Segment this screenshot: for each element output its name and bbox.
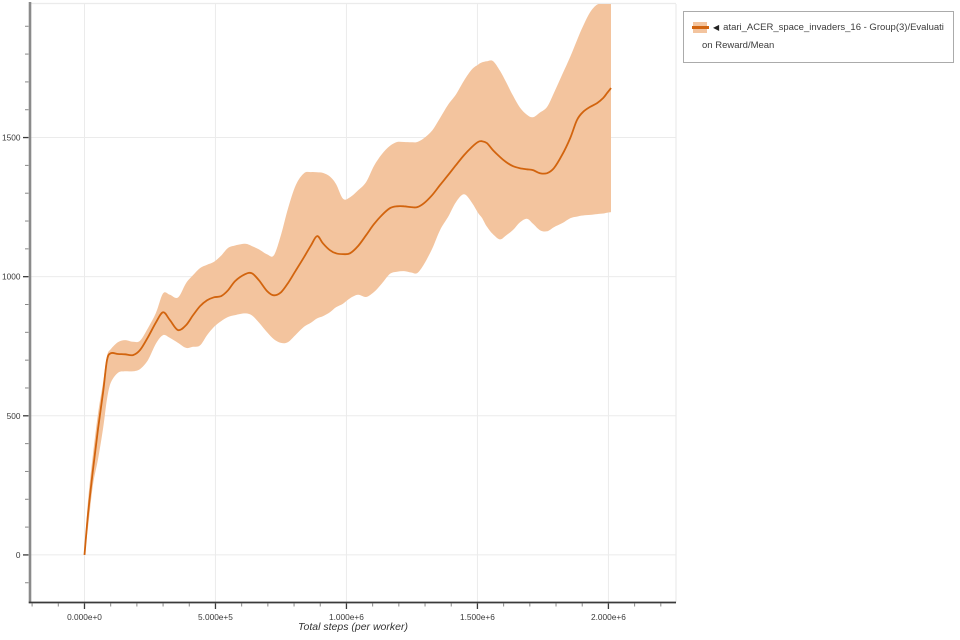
y-tick-label: 0 <box>16 550 21 560</box>
y-tick-labels: 0 500 1000 1500 <box>2 133 21 560</box>
legend-swatch-icon <box>692 22 709 33</box>
x-tick-label: 1.000e+6 <box>329 612 364 622</box>
legend-label-line2: on Reward/Mean <box>702 40 775 51</box>
axis-ticks <box>23 25 662 609</box>
legend-label-line1: atari_ACER_space_invaders_16 - Group(3)/… <box>723 22 944 33</box>
legend-swatch-line-icon <box>692 26 709 29</box>
x-axis-title: Total steps (per worker) <box>298 621 408 633</box>
x-tick-label: 1.500e+6 <box>460 612 495 622</box>
mean-line <box>83 87 612 555</box>
x-tick-labels: 0.000e+0 5.000e+5 1.000e+6 1.500e+6 2.000e+6 <box>67 612 626 622</box>
x-tick-label: 5.000e+5 <box>198 612 233 622</box>
plot-area[interactable] <box>30 4 676 603</box>
axes <box>23 2 676 609</box>
y-tick-label: 1500 <box>2 133 21 143</box>
series-group <box>83 4 612 555</box>
x-tick-label: 0.000e+0 <box>67 612 102 622</box>
y-tick-label: 1000 <box>2 272 21 282</box>
y-tick-label: 500 <box>7 411 21 421</box>
legend: ◀ atari_ACER_space_invaders_16 - Group(3… <box>683 11 954 63</box>
collapse-arrow-icon: ◀ <box>713 23 720 32</box>
legend-item[interactable]: ◀ atari_ACER_space_invaders_16 - Group(3… <box>692 19 945 36</box>
x-tick-label: 2.000e+6 <box>591 612 626 622</box>
